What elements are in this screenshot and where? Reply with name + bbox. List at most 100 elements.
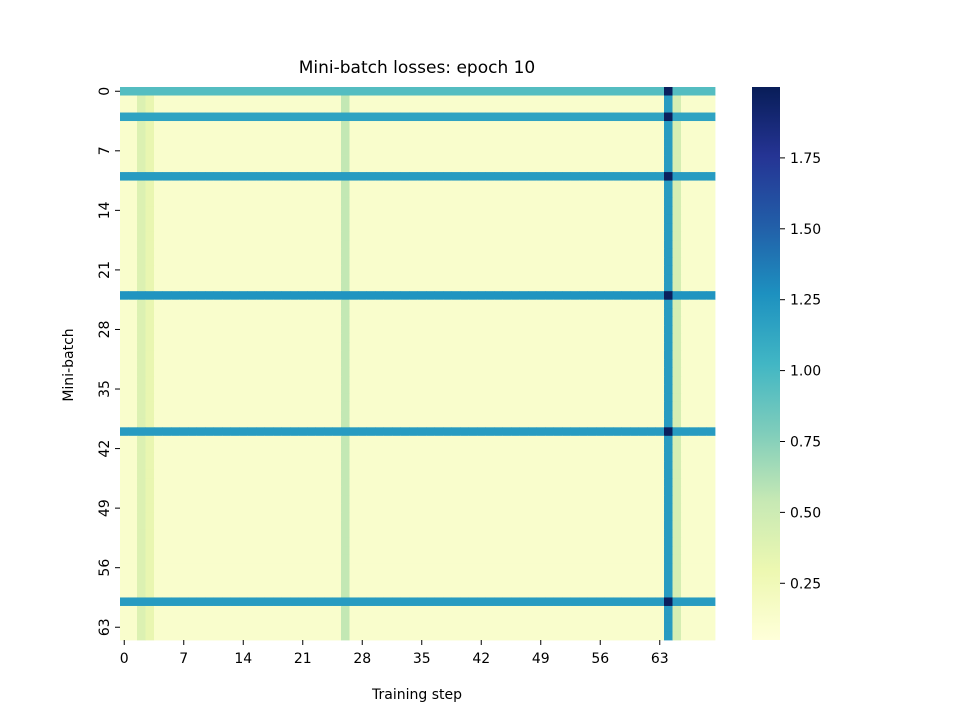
heatmap-cell bbox=[485, 520, 495, 530]
heatmap-cell bbox=[664, 299, 673, 309]
heatmap-cell bbox=[315, 427, 325, 437]
heatmap-cell bbox=[324, 333, 333, 343]
heatmap-cell bbox=[205, 384, 214, 394]
heatmap-cell bbox=[171, 605, 180, 615]
heatmap-cell bbox=[630, 333, 639, 343]
heatmap-cell bbox=[213, 206, 223, 216]
heatmap-cell bbox=[324, 546, 333, 556]
heatmap-cell bbox=[519, 495, 529, 505]
heatmap-cell bbox=[468, 546, 478, 556]
heatmap-cell bbox=[128, 529, 138, 539]
heatmap-cell bbox=[349, 376, 359, 386]
heatmap-cell bbox=[128, 112, 138, 122]
heatmap-cell bbox=[570, 495, 580, 505]
heatmap-cell bbox=[528, 223, 537, 233]
heatmap-cell bbox=[247, 520, 257, 530]
heatmap-cell bbox=[477, 512, 486, 522]
heatmap-cell bbox=[145, 418, 155, 428]
heatmap-cell bbox=[604, 512, 614, 522]
heatmap-cell bbox=[698, 393, 707, 403]
heatmap-cell bbox=[120, 138, 129, 147]
heatmap-cell bbox=[120, 605, 129, 615]
heatmap-cell bbox=[349, 291, 359, 301]
heatmap-cell bbox=[536, 87, 546, 96]
heatmap-cell bbox=[307, 155, 316, 164]
heatmap-cell bbox=[222, 444, 231, 454]
heatmap-cell bbox=[630, 571, 639, 581]
heatmap-cell bbox=[706, 316, 716, 326]
heatmap-cell bbox=[375, 469, 384, 479]
heatmap-cell bbox=[698, 129, 707, 139]
heatmap-cell bbox=[281, 444, 291, 454]
heatmap-cell bbox=[281, 274, 291, 284]
heatmap-cell bbox=[128, 146, 138, 156]
heatmap-cell bbox=[502, 172, 512, 181]
heatmap-cell bbox=[494, 180, 503, 190]
heatmap-cell bbox=[162, 580, 172, 590]
heatmap-cell bbox=[553, 121, 563, 130]
heatmap-cell bbox=[230, 163, 240, 173]
heatmap-cell bbox=[638, 512, 648, 522]
heatmap-cell bbox=[324, 104, 333, 113]
heatmap-cell bbox=[162, 427, 172, 437]
heatmap-cell bbox=[451, 121, 461, 130]
heatmap-cell bbox=[290, 282, 299, 292]
heatmap-cell bbox=[239, 495, 248, 505]
heatmap-cell bbox=[358, 274, 367, 284]
heatmap-cell bbox=[290, 189, 299, 198]
heatmap-cell bbox=[579, 95, 588, 105]
heatmap-cell bbox=[188, 325, 197, 335]
heatmap-cell bbox=[375, 520, 384, 530]
heatmap-cell bbox=[613, 342, 622, 352]
heatmap-cell bbox=[213, 469, 223, 479]
heatmap-cell bbox=[145, 554, 155, 564]
heatmap-cell bbox=[460, 529, 469, 539]
heatmap-cell bbox=[307, 231, 316, 241]
heatmap-cell bbox=[587, 248, 597, 258]
heatmap-cell bbox=[162, 401, 172, 411]
heatmap-cell bbox=[179, 325, 189, 335]
heatmap-cell bbox=[689, 512, 699, 522]
heatmap-cell bbox=[545, 393, 554, 403]
heatmap-cell bbox=[392, 520, 401, 530]
heatmap-cell bbox=[638, 112, 648, 122]
heatmap-cell bbox=[664, 367, 673, 377]
heatmap-cell bbox=[137, 172, 146, 181]
heatmap-cell bbox=[298, 257, 308, 267]
heatmap-cell bbox=[528, 452, 537, 462]
heatmap-cell bbox=[647, 605, 656, 615]
heatmap-cell bbox=[485, 631, 495, 641]
heatmap-cell bbox=[273, 112, 282, 122]
heatmap-cell bbox=[451, 197, 461, 207]
heatmap-cell bbox=[485, 444, 495, 454]
heatmap-cell bbox=[672, 469, 682, 479]
heatmap-cell bbox=[154, 461, 163, 471]
heatmap-cell bbox=[681, 410, 690, 420]
heatmap-cell bbox=[222, 274, 231, 284]
heatmap-cell bbox=[247, 104, 257, 113]
heatmap-cell bbox=[647, 571, 656, 581]
heatmap-cell bbox=[196, 197, 206, 207]
heatmap-cell bbox=[290, 384, 299, 394]
heatmap-cell bbox=[239, 622, 248, 632]
heatmap-cell bbox=[647, 359, 656, 369]
heatmap-cell bbox=[222, 622, 231, 632]
heatmap-cell bbox=[604, 427, 614, 437]
heatmap-cell bbox=[145, 180, 155, 190]
heatmap-cell bbox=[358, 469, 367, 479]
heatmap-cell bbox=[162, 495, 172, 505]
heatmap-cell bbox=[409, 359, 418, 369]
heatmap-cell bbox=[655, 529, 665, 539]
heatmap-cell bbox=[188, 206, 197, 216]
heatmap-cell bbox=[341, 469, 350, 479]
heatmap-cell bbox=[298, 512, 308, 522]
heatmap-cell bbox=[434, 588, 444, 598]
heatmap-cell bbox=[162, 299, 172, 309]
heatmap-cell bbox=[222, 163, 231, 173]
heatmap-cell bbox=[672, 537, 682, 547]
heatmap-cell bbox=[553, 197, 563, 207]
heatmap-cell bbox=[171, 478, 180, 488]
heatmap-cell bbox=[553, 104, 563, 113]
heatmap-cell bbox=[502, 461, 512, 471]
heatmap-cell bbox=[698, 231, 707, 241]
